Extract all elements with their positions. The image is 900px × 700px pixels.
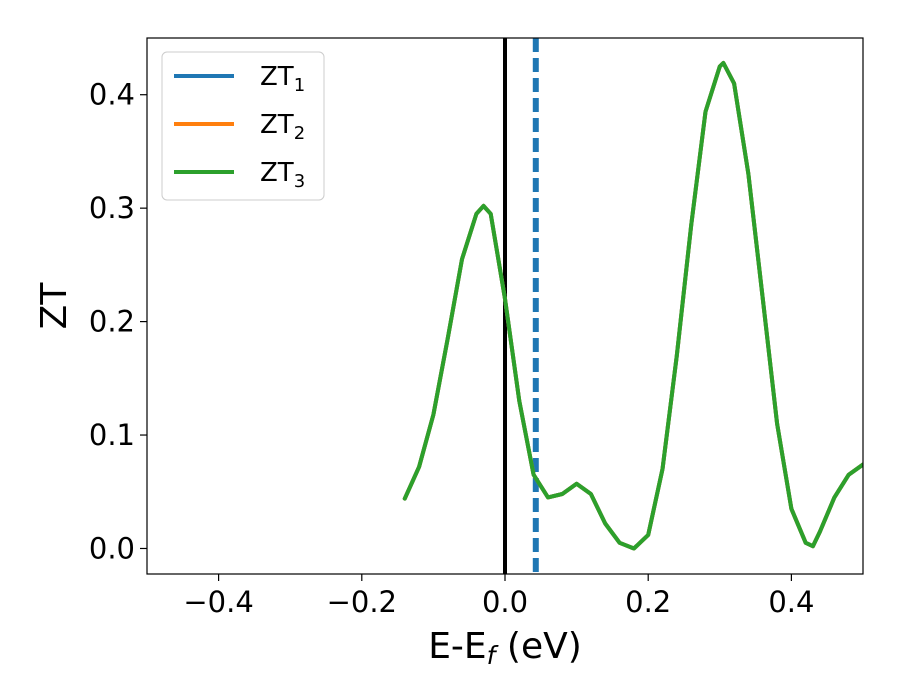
x-axis-label: E-Ef (eV) [428, 626, 582, 670]
legend-label-3: ZT3 [260, 158, 305, 192]
legend-label-2: ZT2 [260, 110, 305, 144]
x-tick-label: 0.0 [482, 585, 528, 619]
legend-label-1: ZT1 [260, 62, 305, 96]
y-axis: 0.0 0.1 0.2 0.3 0.4 [89, 78, 147, 565]
y-tick-label: 0.3 [89, 191, 135, 225]
x-axis-label-main: E-E [428, 626, 486, 667]
legend-box [161, 51, 325, 201]
y-tick-label: 0.4 [89, 78, 135, 112]
y-axis-label: ZT [34, 282, 75, 330]
series-line-3 [402, 61, 863, 551]
legend: ZT1 ZT2 ZT3 [161, 51, 325, 201]
y-tick-label: 0.0 [89, 531, 135, 565]
y-tick-label: 0.1 [89, 418, 135, 452]
y-tick-label: 0.2 [89, 305, 135, 339]
x-tick-label: 0.4 [768, 585, 814, 619]
x-tick-label: −0.2 [327, 585, 397, 619]
plot-lines [402, 38, 863, 574]
x-axis-label-suffix: (eV) [495, 626, 581, 667]
x-tick-label: −0.4 [183, 585, 253, 619]
x-axis: −0.4 −0.2 0.0 0.2 0.4 [183, 574, 814, 619]
x-tick-label: 0.2 [625, 585, 671, 619]
